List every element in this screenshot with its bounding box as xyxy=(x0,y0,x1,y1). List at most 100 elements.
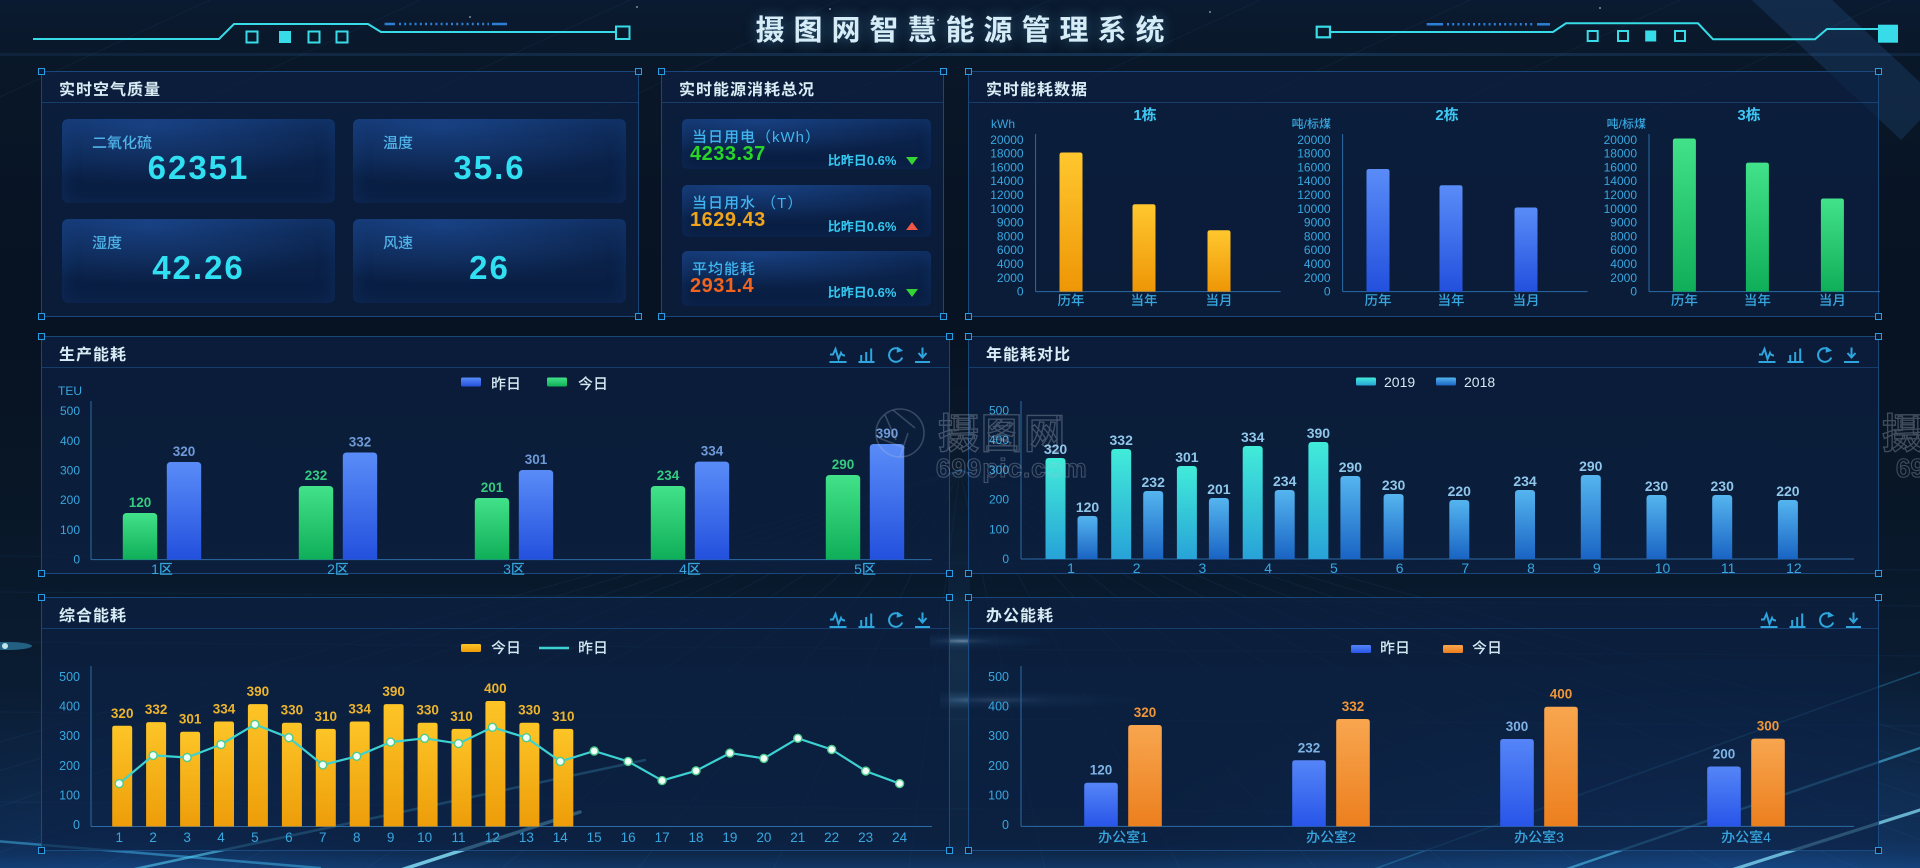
svg-text:2000: 2000 xyxy=(1610,271,1637,285)
svg-text:300: 300 xyxy=(989,463,1009,477)
svg-text:334: 334 xyxy=(701,444,724,459)
svg-text:14000: 14000 xyxy=(990,174,1024,188)
svg-text:100: 100 xyxy=(60,523,80,537)
svg-text:1: 1 xyxy=(115,830,123,845)
svg-text:200: 200 xyxy=(988,759,1009,773)
svg-text:7: 7 xyxy=(319,830,327,845)
svg-text:历年: 历年 xyxy=(1365,293,1392,308)
svg-text:0: 0 xyxy=(1002,818,1009,832)
svg-text:200: 200 xyxy=(1713,747,1736,762)
svg-text:历年: 历年 xyxy=(1058,293,1085,308)
svg-text:232: 232 xyxy=(1142,474,1166,490)
svg-text:8: 8 xyxy=(353,830,361,845)
svg-text:3栋: 3栋 xyxy=(1737,107,1760,124)
svg-text:当月: 当月 xyxy=(1819,293,1846,308)
svg-text:11: 11 xyxy=(1721,560,1736,575)
svg-text:8000: 8000 xyxy=(1610,229,1637,243)
svg-text:11: 11 xyxy=(451,830,465,845)
svg-text:6: 6 xyxy=(285,830,293,845)
svg-text:310: 310 xyxy=(315,709,338,724)
svg-text:4: 4 xyxy=(1264,560,1272,575)
svg-text:201: 201 xyxy=(1207,481,1231,497)
svg-text:10000: 10000 xyxy=(1604,202,1638,216)
svg-text:9: 9 xyxy=(1593,560,1601,575)
svg-text:120: 120 xyxy=(1090,763,1113,778)
svg-text:20000: 20000 xyxy=(1604,133,1638,147)
svg-text:办公室1: 办公室1 xyxy=(1098,829,1148,845)
svg-text:今日: 今日 xyxy=(1472,640,1502,657)
svg-text:500: 500 xyxy=(988,670,1009,684)
svg-text:332: 332 xyxy=(349,435,372,450)
svg-text:9000: 9000 xyxy=(1304,216,1331,230)
svg-text:100: 100 xyxy=(988,788,1009,802)
svg-text:0: 0 xyxy=(1002,552,1009,566)
svg-text:0: 0 xyxy=(73,818,80,832)
svg-text:10: 10 xyxy=(417,830,432,845)
svg-text:320: 320 xyxy=(173,444,196,459)
svg-text:6: 6 xyxy=(1396,560,1404,575)
svg-text:办公室3: 办公室3 xyxy=(1514,829,1564,845)
svg-text:310: 310 xyxy=(552,709,575,724)
svg-text:300: 300 xyxy=(59,729,80,743)
svg-text:390: 390 xyxy=(876,426,899,441)
svg-text:10: 10 xyxy=(1655,560,1671,575)
svg-text:230: 230 xyxy=(1382,477,1406,493)
svg-text:20: 20 xyxy=(756,830,771,845)
svg-text:230: 230 xyxy=(1645,478,1669,494)
svg-text:334: 334 xyxy=(348,702,371,717)
svg-text:2: 2 xyxy=(149,830,157,845)
svg-text:390: 390 xyxy=(1307,425,1331,441)
svg-text:19: 19 xyxy=(722,830,737,845)
svg-text:16000: 16000 xyxy=(1297,160,1331,174)
svg-text:234: 234 xyxy=(1513,473,1537,489)
svg-text:18000: 18000 xyxy=(990,147,1024,161)
svg-text:15: 15 xyxy=(587,830,602,845)
svg-text:2018: 2018 xyxy=(1464,374,1495,390)
svg-text:3区: 3区 xyxy=(503,561,525,575)
svg-text:2000: 2000 xyxy=(1304,271,1331,285)
svg-text:20000: 20000 xyxy=(1297,133,1331,147)
svg-text:2000: 2000 xyxy=(997,271,1024,285)
svg-text:8000: 8000 xyxy=(1304,229,1331,243)
svg-text:昨日: 昨日 xyxy=(491,376,521,393)
svg-text:16000: 16000 xyxy=(990,160,1024,174)
svg-text:120: 120 xyxy=(129,495,152,510)
svg-text:8000: 8000 xyxy=(997,229,1024,243)
svg-text:310: 310 xyxy=(450,709,473,724)
svg-text:234: 234 xyxy=(1273,473,1297,489)
svg-text:232: 232 xyxy=(1298,740,1321,755)
svg-text:当月: 当月 xyxy=(1206,293,1233,308)
svg-text:290: 290 xyxy=(1339,459,1363,475)
svg-text:16000: 16000 xyxy=(1604,160,1638,174)
svg-text:290: 290 xyxy=(832,457,855,472)
svg-text:办公室2: 办公室2 xyxy=(1306,829,1356,845)
svg-text:8: 8 xyxy=(1527,560,1535,575)
svg-text:0: 0 xyxy=(1324,285,1331,299)
svg-text:13: 13 xyxy=(519,830,534,845)
svg-text:5: 5 xyxy=(251,830,259,845)
svg-text:330: 330 xyxy=(518,703,541,718)
svg-text:400: 400 xyxy=(989,433,1009,447)
svg-text:昨日: 昨日 xyxy=(1380,640,1410,657)
svg-text:4000: 4000 xyxy=(1304,257,1331,271)
svg-text:330: 330 xyxy=(281,703,304,718)
svg-text:100: 100 xyxy=(59,788,80,802)
svg-text:400: 400 xyxy=(484,681,507,696)
svg-text:2区: 2区 xyxy=(327,561,349,575)
svg-text:18000: 18000 xyxy=(1297,147,1331,161)
svg-text:12000: 12000 xyxy=(990,188,1024,202)
svg-text:4000: 4000 xyxy=(1610,257,1637,271)
svg-text:2: 2 xyxy=(1133,560,1141,575)
svg-text:330: 330 xyxy=(416,703,439,718)
svg-text:22: 22 xyxy=(824,830,839,845)
svg-text:6000: 6000 xyxy=(1304,243,1331,257)
svg-text:2019: 2019 xyxy=(1384,374,1415,390)
svg-text:500: 500 xyxy=(59,670,80,684)
svg-text:20000: 20000 xyxy=(990,133,1024,147)
svg-text:9: 9 xyxy=(387,830,395,845)
svg-text:21: 21 xyxy=(790,830,805,845)
svg-text:300: 300 xyxy=(1757,719,1780,734)
svg-text:220: 220 xyxy=(1776,483,1800,499)
svg-text:12000: 12000 xyxy=(1604,188,1638,202)
svg-text:400: 400 xyxy=(59,700,80,714)
